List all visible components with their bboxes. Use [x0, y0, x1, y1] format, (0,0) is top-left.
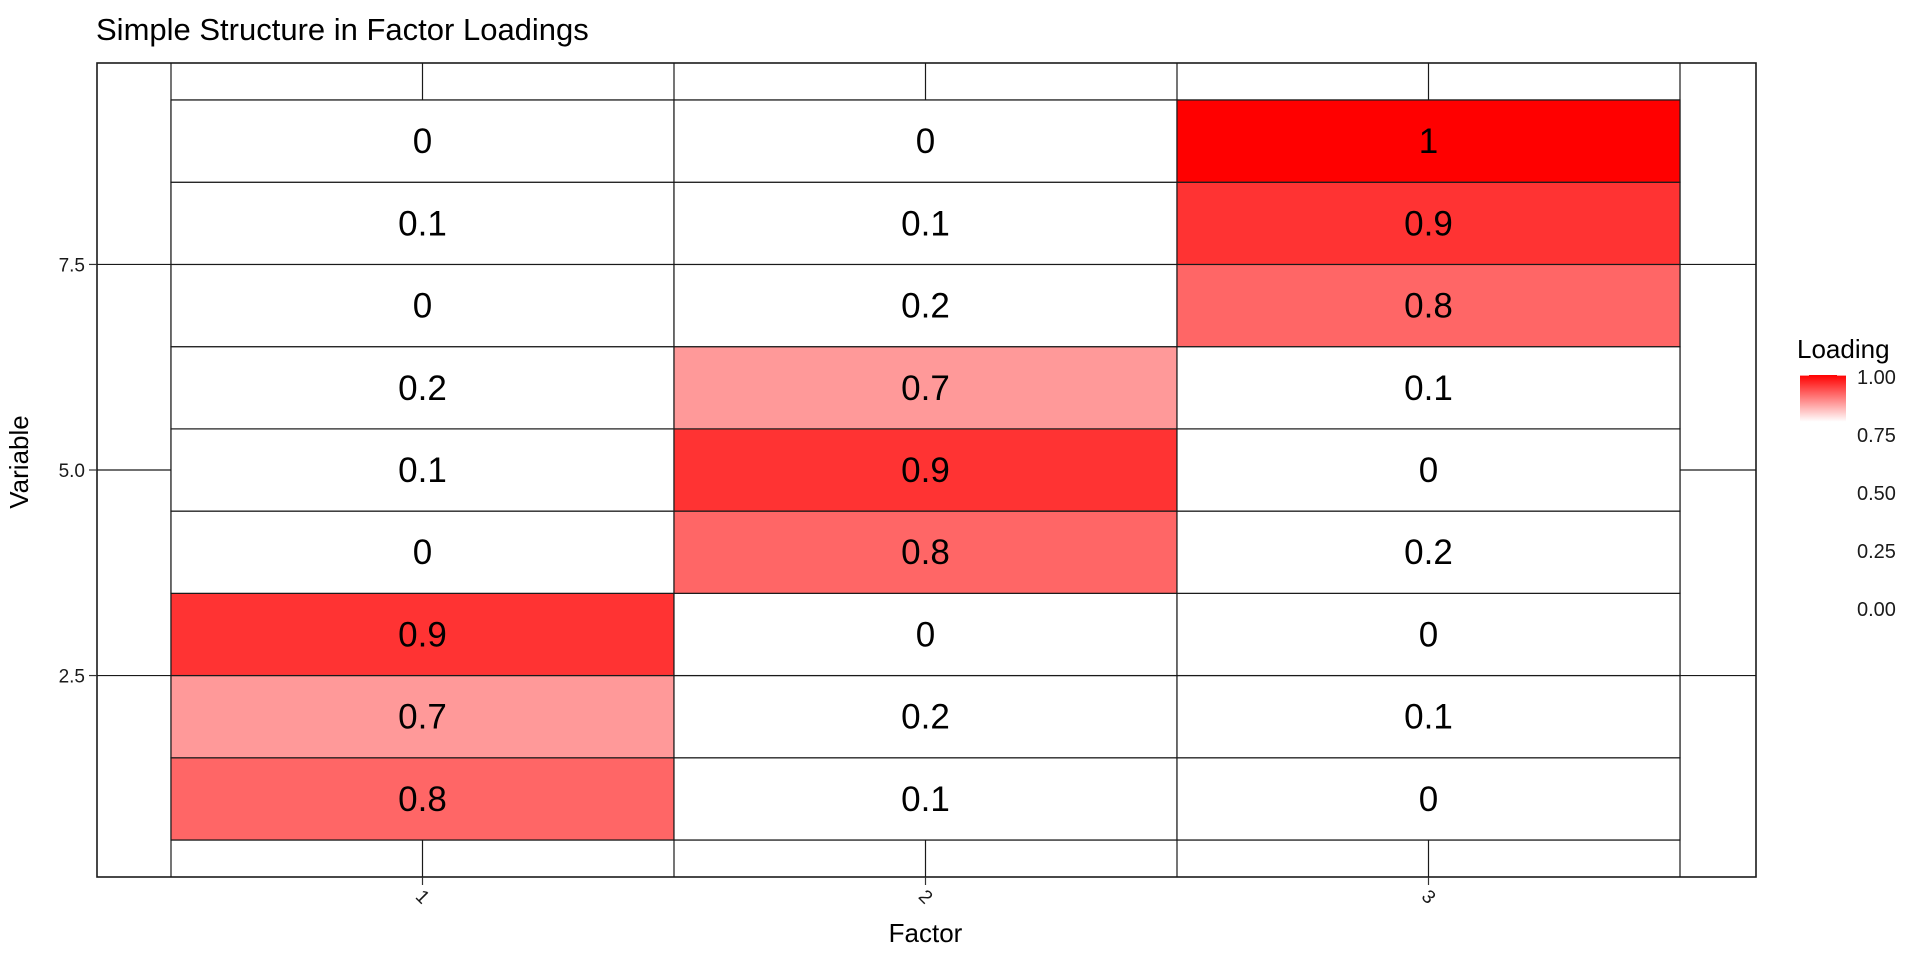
cell-value-label: 0 — [916, 122, 935, 161]
cell-value-label: 0.8 — [1404, 287, 1453, 326]
heatmap-cell — [673, 510, 1178, 594]
heatmap-cell — [673, 428, 1178, 512]
cell-value-label: 0.1 — [1404, 698, 1453, 737]
cell-value-label: 0.2 — [901, 698, 950, 737]
legend-label: 0.00 — [1857, 599, 1896, 621]
cell-value-label: 0.9 — [901, 451, 950, 490]
heatmap-cell — [1176, 674, 1681, 759]
heatmap-cell — [1176, 263, 1681, 348]
heatmap-cell — [1176, 346, 1681, 430]
cell-labels: 0.8 0.1 0 0.7 0.2 0.1 0.9 0 0 0 0.8 0.2 0.1 0.9 0 0.2 0.… — [398, 122, 1453, 819]
cell-value-label: 0 — [1419, 780, 1438, 819]
heatmap-cell — [1176, 181, 1681, 266]
heatmap-cell — [1176, 99, 1681, 183]
heatmap-cell — [673, 346, 1178, 430]
cell-value-label: 0 — [1419, 451, 1438, 490]
heatmap-cell — [170, 510, 675, 594]
cell-value-label: 0 — [413, 122, 432, 161]
cell-value-label: 0.9 — [1404, 204, 1453, 243]
cell-value-label: 0.9 — [398, 615, 447, 654]
cell-value-label: 0.2 — [901, 287, 950, 326]
heatmap-cell — [170, 592, 675, 677]
cell-value-label: 0.2 — [1404, 533, 1453, 572]
cell-value-label: 0.1 — [1404, 369, 1453, 408]
heatmap-cell — [170, 263, 675, 348]
heatmap-cell — [170, 99, 675, 183]
chart-title: Simple Structure in Factor Loadings — [96, 12, 589, 47]
cell-value-label: 0.1 — [901, 204, 950, 243]
cell-value-label: 0 — [1419, 615, 1438, 654]
heatmap-cell — [1176, 428, 1681, 512]
heatmap-cell — [1176, 510, 1681, 594]
heatmap-cell — [673, 181, 1178, 266]
axes: 2.5 5.0 7.5 1 2 3 — [59, 255, 1440, 908]
y-tick-label: 5.0 — [59, 461, 85, 482]
cell-value-label: 0.1 — [398, 451, 447, 490]
legend-ticks: 1.00 0.75 0.50 0.25 0.00 — [1800, 367, 1896, 621]
heatmap-cell — [170, 181, 675, 266]
cell-value-label: 0.8 — [398, 780, 447, 819]
legend-title: Loading — [1797, 334, 1890, 364]
legend-label: 0.75 — [1857, 425, 1896, 447]
cell-value-label: 0.1 — [398, 204, 447, 243]
cell-value-label: 0 — [916, 615, 935, 654]
heatmap-cell — [170, 674, 675, 759]
x-axis-title: Factor — [889, 918, 963, 948]
y-tick-label: 2.5 — [59, 667, 85, 688]
heatmap-cell — [170, 428, 675, 512]
cell-value-label: 0.8 — [901, 533, 950, 572]
heatmap-cell — [170, 757, 675, 841]
cell-value-label: 0 — [413, 533, 432, 572]
cell-value-label: 0.2 — [398, 369, 447, 408]
heatmap-cell — [1176, 757, 1681, 841]
legend-label: 0.25 — [1857, 541, 1896, 563]
cell-value-label: 1 — [1419, 122, 1438, 161]
x-tick-label: 1 — [411, 886, 433, 908]
color-legend: Loading 1.00 0.75 0.50 0.25 0.00 — [1797, 334, 1896, 621]
x-tick-label: 2 — [914, 886, 936, 908]
heatmap-cell — [673, 757, 1178, 841]
y-tick-label: 7.5 — [59, 255, 85, 276]
heatmap-cells — [170, 99, 1681, 841]
cell-value-label: 0.7 — [398, 698, 447, 737]
legend-label: 0.50 — [1857, 483, 1896, 505]
y-axis-title: Variable — [4, 415, 34, 508]
cell-value-label: 0.1 — [901, 780, 950, 819]
x-tick-label: 3 — [1417, 886, 1439, 908]
legend-label: 1.00 — [1857, 367, 1896, 389]
cell-value-label: 0 — [413, 287, 432, 326]
cell-value-label: 0.7 — [901, 369, 950, 408]
heatmap-cell — [1176, 592, 1681, 677]
